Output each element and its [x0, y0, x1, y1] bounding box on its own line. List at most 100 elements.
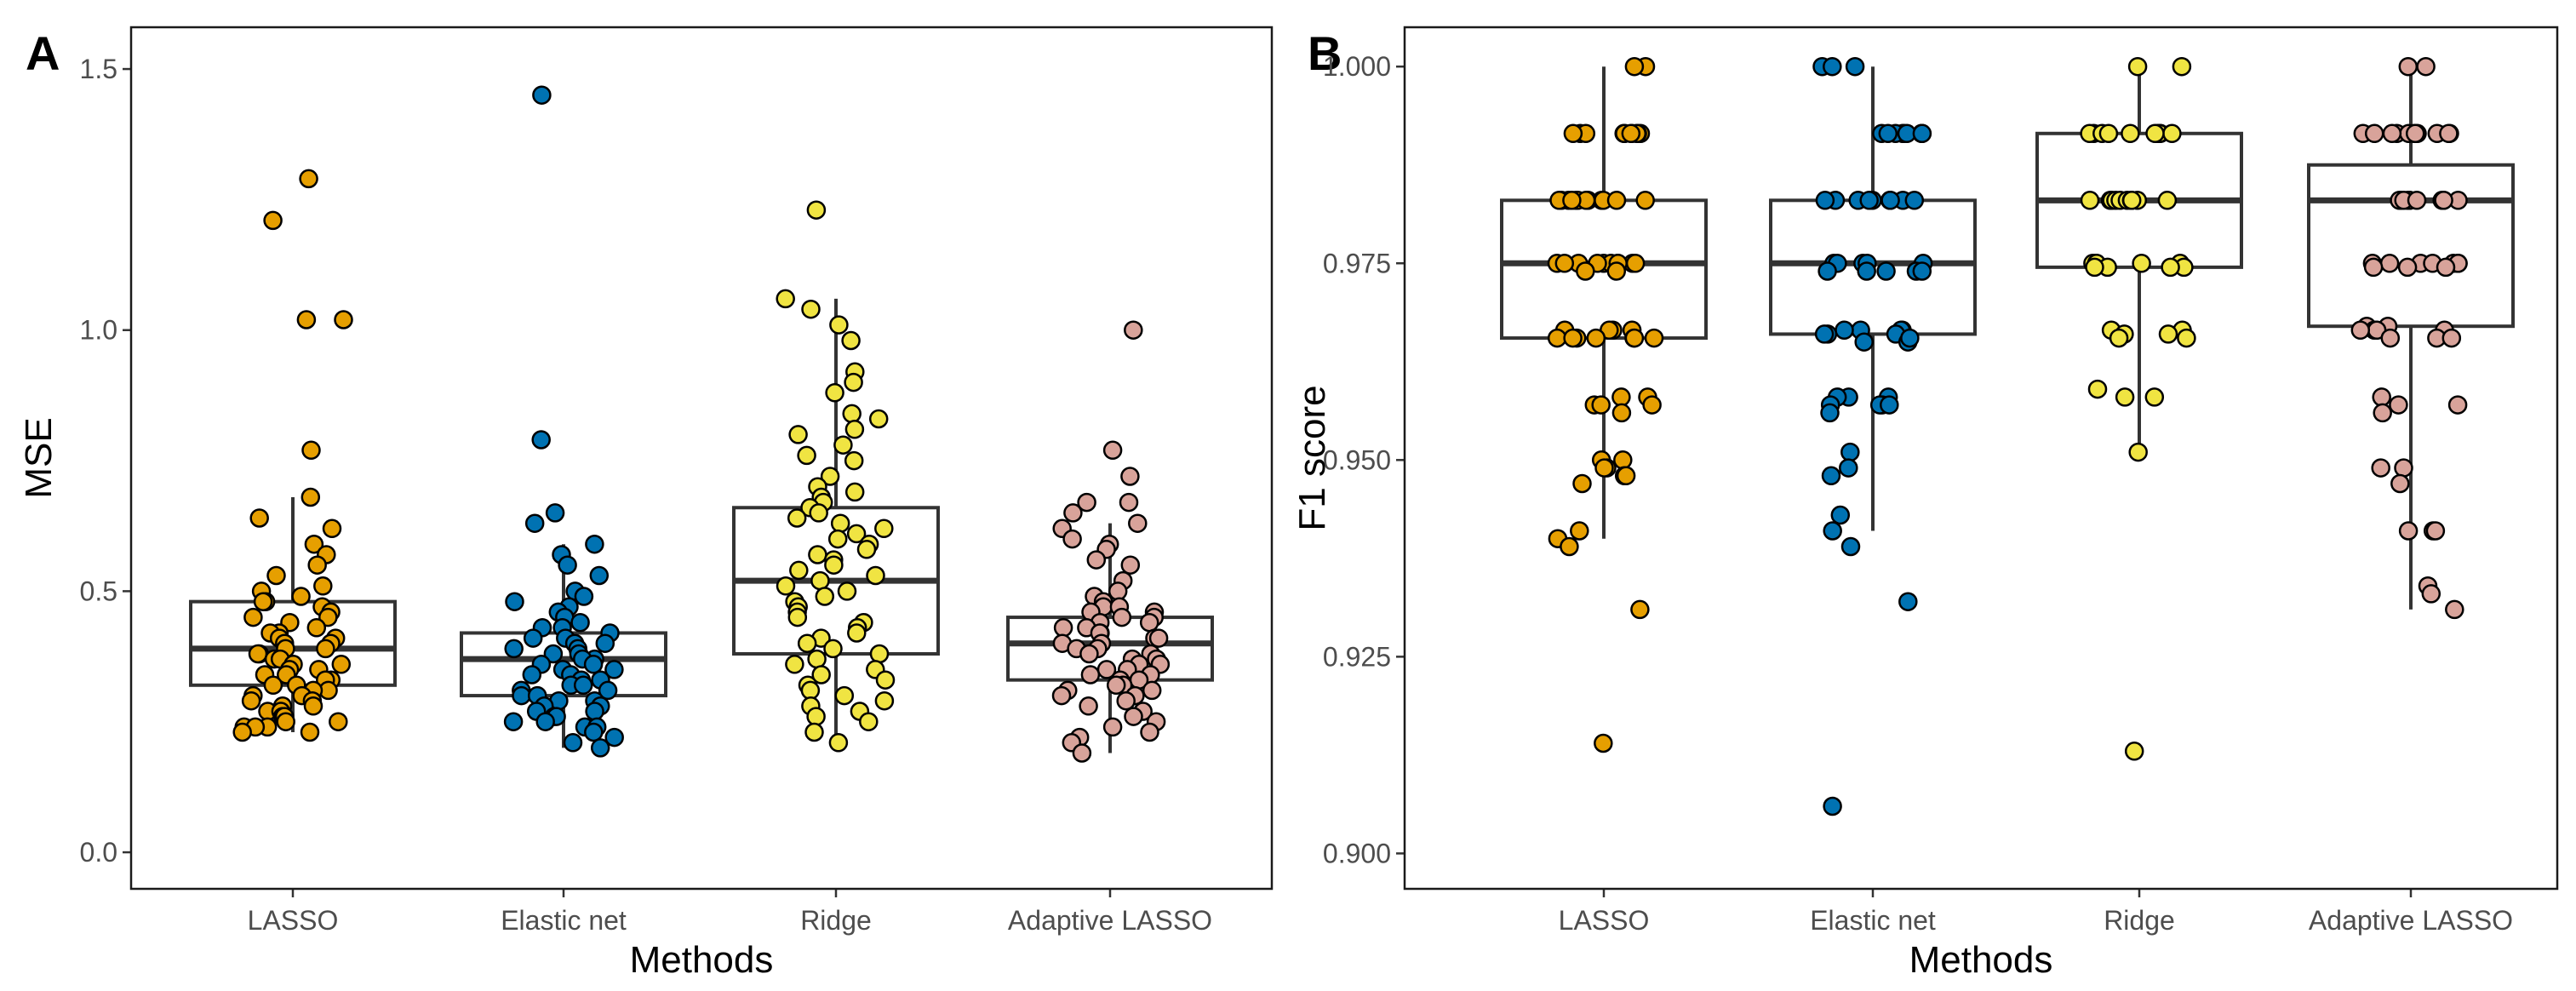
- data-point: [301, 440, 321, 461]
- data-point: [570, 612, 590, 633]
- data-point: [2080, 191, 2100, 210]
- data-point: [1570, 521, 1589, 541]
- data-point: [2373, 403, 2392, 423]
- data-point: [1613, 450, 1633, 470]
- data-point: [1102, 440, 1123, 461]
- data-point: [543, 644, 564, 664]
- data-point: [545, 503, 565, 523]
- data-point: [776, 289, 795, 309]
- data-point: [1554, 254, 1575, 273]
- data-point: [266, 565, 286, 586]
- data-point: [875, 670, 896, 690]
- data-point: [303, 696, 323, 716]
- data-point: [2162, 123, 2182, 144]
- data-point: [809, 503, 828, 523]
- panel-a-x-axis-title: Methods: [630, 939, 774, 981]
- data-point: [535, 712, 555, 731]
- panel-a-y-tick-label: 1.0: [80, 315, 117, 346]
- data-point: [585, 702, 604, 721]
- data-point: [1840, 536, 1861, 557]
- data-point: [2158, 324, 2178, 344]
- data-point: [573, 675, 593, 696]
- panel-a-x-tick-label: Ridge: [800, 905, 872, 936]
- data-point: [329, 712, 348, 731]
- data-point: [874, 518, 894, 539]
- data-point: [504, 639, 524, 659]
- data-point: [844, 482, 865, 502]
- box-iqr: [2307, 163, 2515, 329]
- data-point: [1053, 618, 1073, 638]
- data-point: [811, 665, 831, 685]
- data-point: [1139, 612, 1159, 633]
- data-point: [1051, 685, 1072, 706]
- panel-a-y-tick-label: 0.0: [80, 837, 117, 868]
- data-point: [1563, 328, 1583, 348]
- data-point: [585, 534, 604, 554]
- data-point: [2441, 328, 2462, 348]
- data-point: [241, 690, 261, 711]
- panel-b-y-tick-label: 0.975: [1323, 248, 1391, 278]
- data-point: [856, 540, 877, 559]
- data-point: [844, 450, 864, 471]
- data-point: [2436, 257, 2456, 278]
- data-point: [1079, 644, 1099, 664]
- data-point: [1823, 521, 1842, 541]
- data-point: [844, 372, 863, 392]
- data-point: [846, 524, 867, 544]
- data-point: [598, 680, 618, 701]
- data-point: [1080, 665, 1101, 685]
- data-point: [1560, 536, 1579, 557]
- data-point: [815, 587, 835, 606]
- data-point: [595, 633, 615, 653]
- data-point: [797, 445, 816, 466]
- panel-b-frame: [1403, 26, 2559, 891]
- data-point: [1845, 56, 1865, 77]
- data-point: [847, 623, 867, 643]
- data-point: [1606, 261, 1627, 281]
- data-point: [1625, 254, 1646, 273]
- data-point: [1624, 328, 1645, 348]
- panel-b-y-axis-title: F1 score: [1291, 385, 1333, 530]
- panel-b-y-tick-label: 1.000: [1323, 51, 1391, 82]
- data-point: [1823, 796, 1842, 816]
- data-point: [313, 576, 333, 596]
- panel-b-y-tick-label: 0.950: [1323, 444, 1391, 475]
- data-point: [1112, 607, 1132, 627]
- data-point: [2350, 320, 2371, 341]
- panel-b-letter: B: [1308, 26, 1342, 80]
- data-point: [807, 649, 827, 669]
- data-point: [1820, 403, 1840, 423]
- data-point: [1124, 707, 1143, 726]
- data-point: [776, 576, 796, 596]
- data-point: [820, 467, 840, 486]
- data-point: [2145, 123, 2165, 144]
- data-point: [1062, 529, 1082, 549]
- data-point: [2144, 387, 2165, 407]
- panel-a-y-tick-label: 1.5: [80, 54, 117, 84]
- data-point: [869, 644, 890, 664]
- data-point: [512, 685, 531, 706]
- data-point: [841, 330, 861, 351]
- data-point: [2161, 257, 2180, 278]
- data-point: [2379, 254, 2400, 273]
- data-point: [806, 707, 826, 726]
- data-point: [1904, 191, 1925, 210]
- data-point: [2098, 123, 2119, 144]
- data-point: [1128, 513, 1148, 533]
- data-point: [2371, 458, 2390, 478]
- data-point: [296, 310, 317, 329]
- panel-b-y-tick-label: 0.925: [1323, 641, 1391, 672]
- panel-b-x-tick-label: Ridge: [2104, 905, 2175, 936]
- data-point: [524, 513, 545, 533]
- data-point: [301, 487, 321, 507]
- data-point: [874, 690, 895, 711]
- data-point: [834, 685, 855, 706]
- data-point: [1079, 696, 1098, 716]
- data-point: [806, 200, 827, 220]
- data-point: [824, 555, 844, 575]
- data-point: [2177, 328, 2196, 348]
- data-point: [1063, 503, 1083, 523]
- panel-b-y-tick-label: 0.900: [1323, 838, 1391, 868]
- data-point: [1854, 332, 1874, 352]
- data-point: [1120, 467, 1140, 486]
